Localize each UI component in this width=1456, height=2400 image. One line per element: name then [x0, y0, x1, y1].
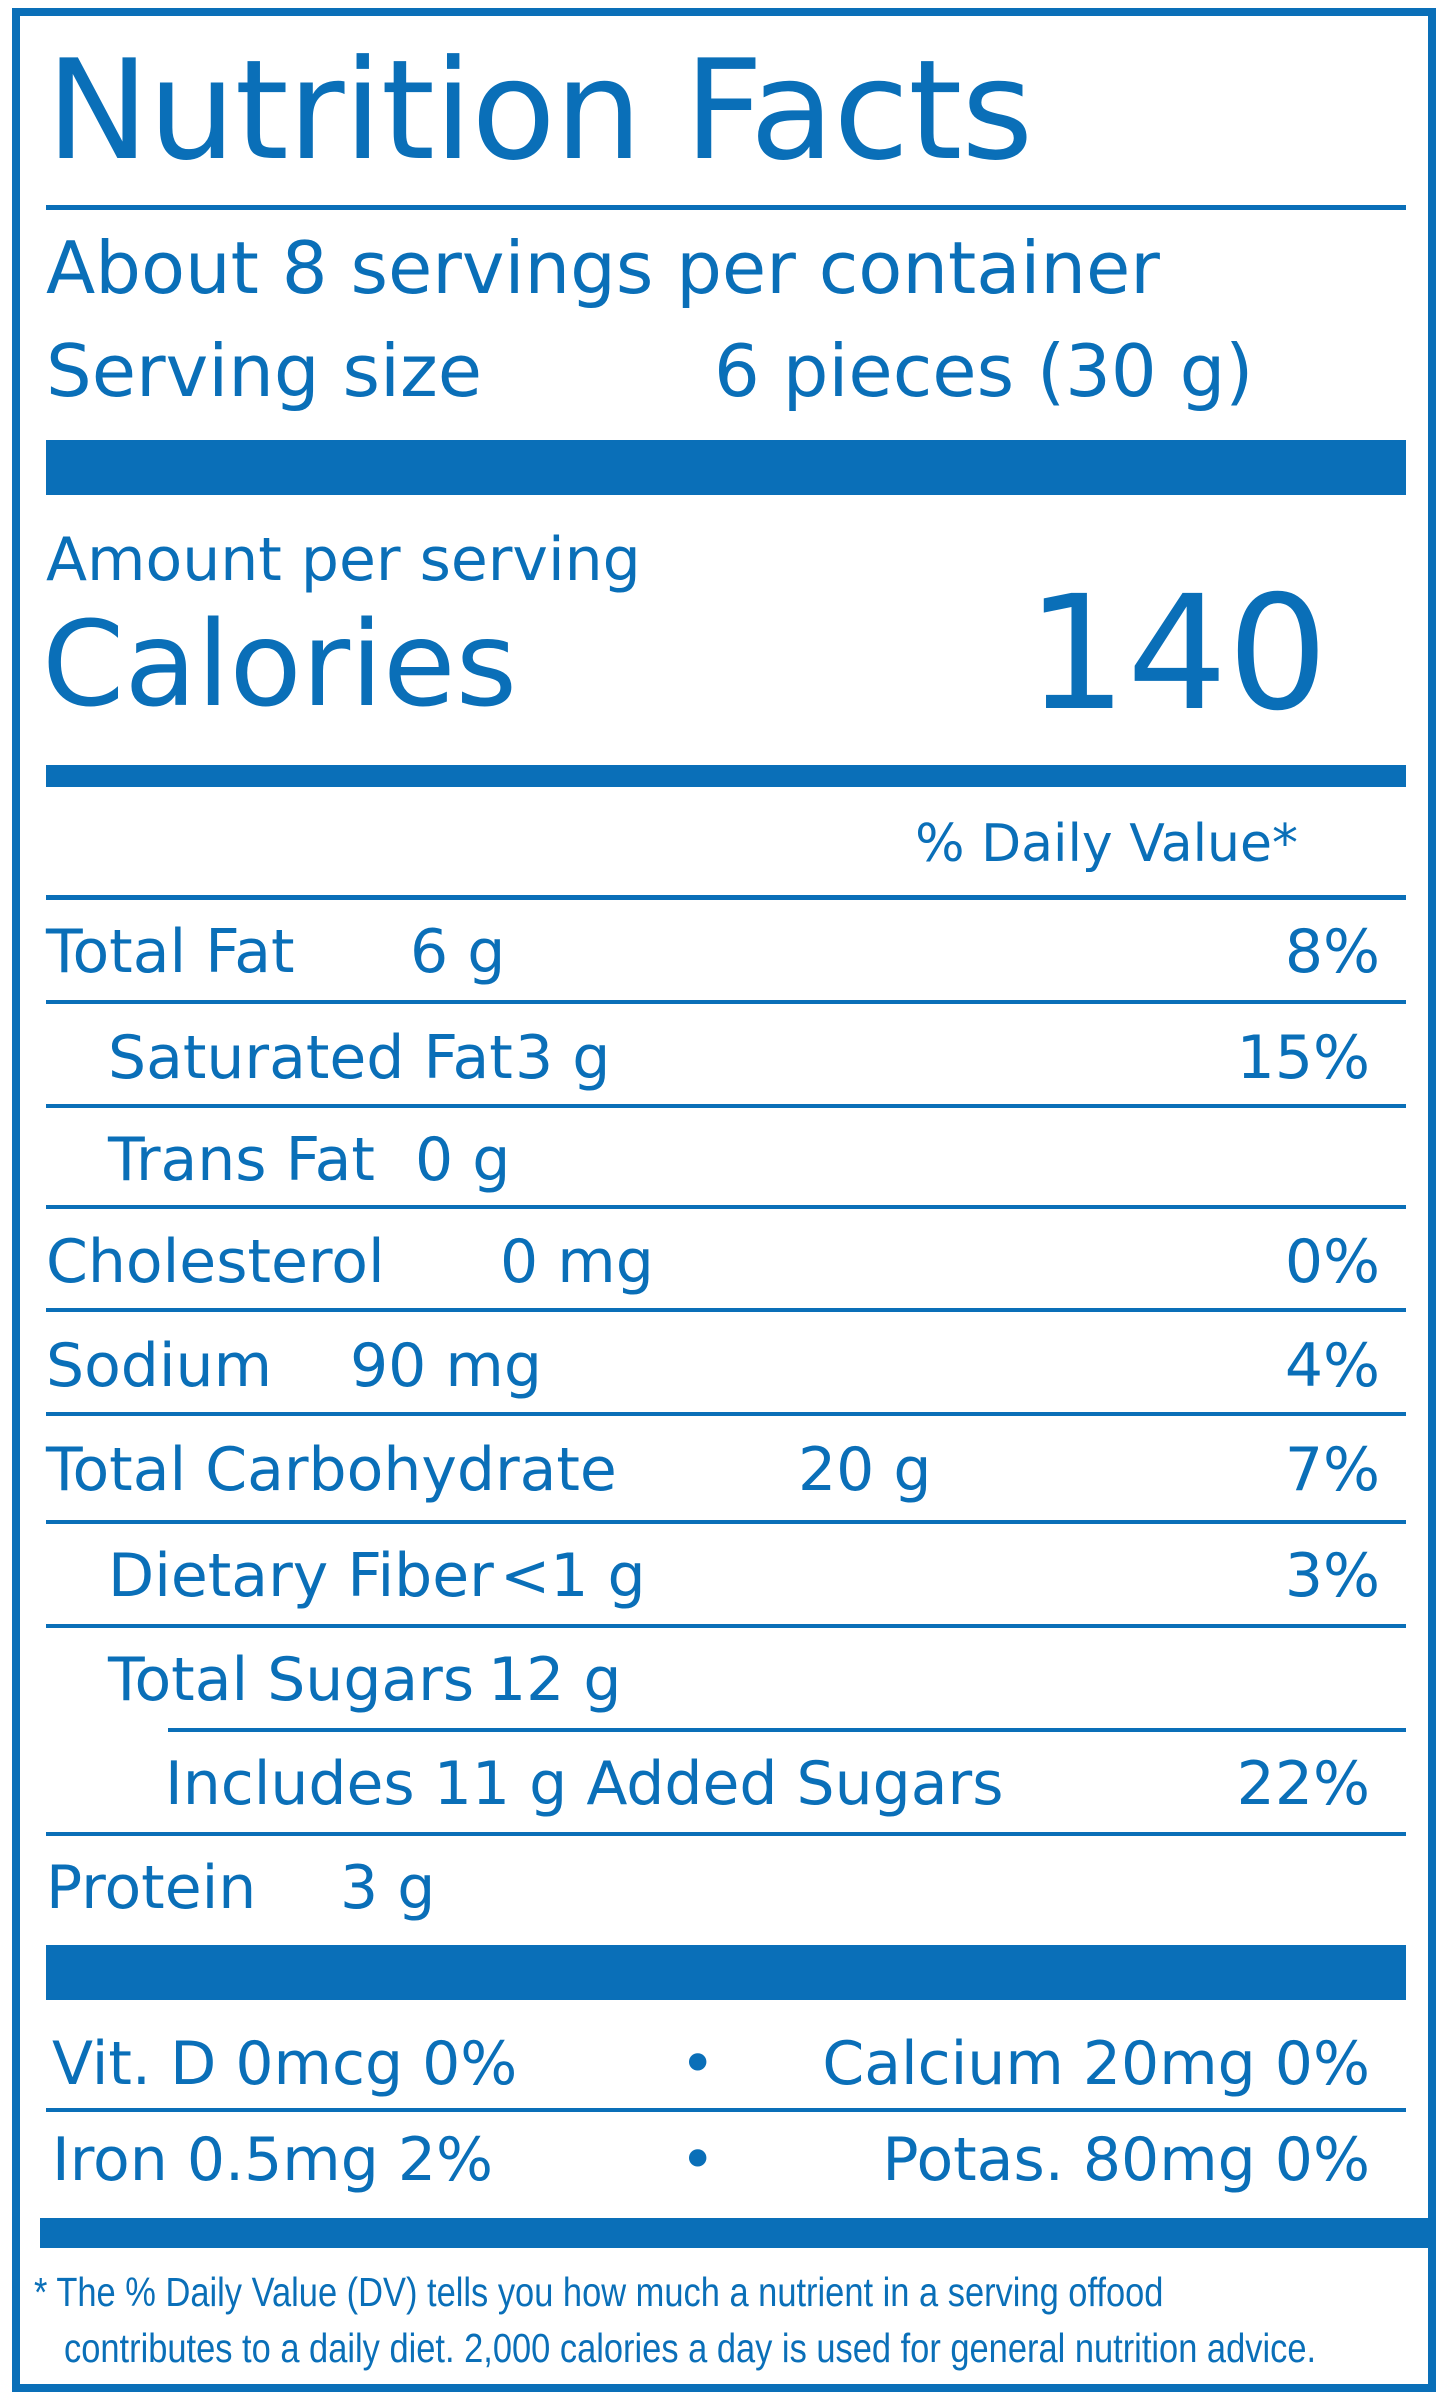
thick-bar-calories — [46, 765, 1406, 787]
row-divider — [46, 1520, 1406, 1524]
serving-size-label: Serving size — [46, 329, 483, 413]
nutrient-name-sodium: Sodium — [46, 1331, 273, 1401]
nutrient-name-dietary-fiber: Dietary Fiber — [108, 1541, 494, 1611]
nutrient-name-total-carbohydrate: Total Carbohydrate — [46, 1435, 617, 1505]
row-divider — [46, 1308, 1406, 1312]
nutrient-dv-sodium: 4% — [1284, 1331, 1380, 1401]
nutrient-amount-total-fat: 6 g — [410, 917, 506, 987]
nutrient-amount-total-carbohydrate: 20 g — [798, 1435, 932, 1505]
serving-size-value: 6 pieces (30 g) — [714, 329, 1254, 413]
vitamin-d: Vit. D 0mcg 0% — [52, 2029, 518, 2099]
nutrient-name-total-sugars: Total Sugars — [108, 1645, 475, 1715]
potassium: Potas. 80mg 0% — [882, 2125, 1370, 2195]
row-divider — [46, 1412, 1406, 1416]
nutrient-dv-added-sugars: 22% — [1236, 1749, 1370, 1819]
nutrient-name-protein: Protein — [46, 1853, 257, 1923]
amount-per-serving: Amount per serving — [46, 525, 641, 595]
servings-per-container: About 8 servings per container — [46, 226, 1160, 310]
daily-value-header: % Daily Value* — [915, 814, 1298, 874]
nutrient-amount-protein: 3 g — [340, 1853, 436, 1923]
nutrient-name-added-sugars: Includes 11 g Added Sugars — [165, 1749, 1004, 1819]
nutrient-amount-sodium: 90 mg — [350, 1331, 542, 1401]
nutrient-dv-cholesterol: 0% — [1284, 1227, 1380, 1297]
title-divider — [46, 205, 1406, 210]
nutrient-dv-dietary-fiber: 3% — [1284, 1541, 1380, 1611]
row-divider-indented — [168, 1728, 1406, 1732]
thick-bar-vitamins — [46, 1945, 1406, 2000]
iron: Iron 0.5mg 2% — [52, 2125, 494, 2195]
row-divider — [46, 1104, 1406, 1108]
calories-value: 140 — [1026, 562, 1328, 746]
thick-bar-bottom — [40, 2218, 1436, 2248]
nutrient-amount-dietary-fiber: <1 g — [500, 1541, 646, 1611]
nutrient-name-total-fat: Total Fat — [46, 917, 295, 987]
nutrient-amount-saturated-fat: 3 g — [515, 1023, 611, 1093]
row-divider — [46, 1205, 1406, 1209]
dv-divider — [46, 895, 1406, 900]
footnote-line-1: * The % Daily Value (DV) tells you how m… — [34, 2269, 1164, 2315]
thick-bar-top — [46, 440, 1406, 495]
row-divider — [46, 1624, 1406, 1628]
label-title: Nutrition Facts — [46, 30, 1033, 191]
nutrient-name-cholesterol: Cholesterol — [46, 1227, 385, 1297]
calcium: Calcium 20mg 0% — [822, 2029, 1370, 2099]
row-divider — [46, 2108, 1406, 2112]
vitamin-separator: • — [680, 2125, 716, 2195]
nutrient-name-trans-fat: Trans Fat — [108, 1125, 375, 1195]
nutrient-dv-total-fat: 8% — [1284, 917, 1380, 987]
vitamin-separator: • — [680, 2029, 716, 2099]
nutrient-dv-saturated-fat: 15% — [1236, 1023, 1370, 1093]
nutrient-name-saturated-fat: Saturated Fat — [108, 1023, 513, 1093]
nutrient-amount-total-sugars: 12 g — [488, 1645, 622, 1715]
nutrient-amount-cholesterol: 0 mg — [500, 1227, 654, 1297]
row-divider — [46, 1000, 1406, 1004]
row-divider — [46, 1832, 1406, 1836]
footnote-line-2: contributes to a daily diet. 2,000 calor… — [64, 2325, 1317, 2371]
calories-label: Calories — [42, 595, 518, 733]
nutrient-dv-total-carbohydrate: 7% — [1284, 1435, 1380, 1505]
nutrient-amount-trans-fat: 0 g — [415, 1125, 511, 1195]
label-frame — [12, 8, 1436, 2392]
